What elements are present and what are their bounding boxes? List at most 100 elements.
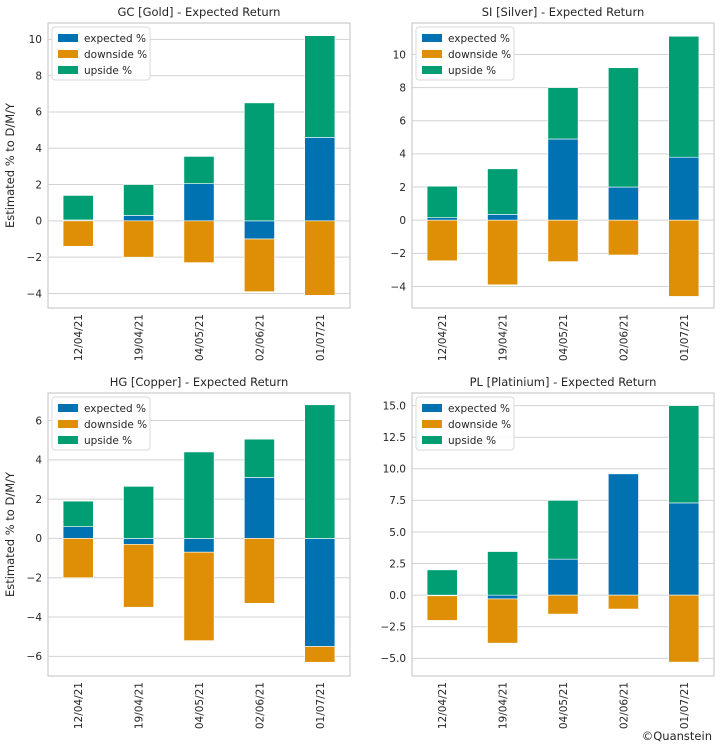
- y-tick-label: 8: [399, 82, 406, 94]
- bar-downside-4: [607, 219, 639, 256]
- legend: expected % downside % upside %: [415, 26, 515, 81]
- x-tick-label: 04/05/21: [194, 314, 206, 361]
- x-tick-label: 19/04/21: [498, 314, 510, 361]
- bar-downside-5: [668, 594, 700, 663]
- chart-title: PL [Platinium] - Expected Return: [470, 375, 657, 389]
- bar-expected-4: [607, 473, 639, 596]
- x-tick-label: 12/04/21: [437, 682, 449, 729]
- plot-frame: [47, 22, 351, 309]
- y-tick-label: −5.0: [381, 653, 407, 665]
- legend-label-downside: downside %: [448, 49, 511, 61]
- bar-downside-3: [183, 220, 215, 263]
- x-tick-label: 01/07/21: [679, 682, 691, 729]
- bar-expected-5: [304, 538, 336, 647]
- legend-swatch-expected: [422, 34, 442, 42]
- bar-downside-1: [426, 219, 458, 262]
- bar-downside-3: [547, 594, 579, 615]
- y-tick-label: 2: [399, 182, 406, 194]
- bar-expected-5: [668, 502, 700, 596]
- legend-label-downside: downside %: [84, 419, 147, 431]
- y-tick-label: 6: [399, 116, 406, 128]
- bar-upside-5: [668, 405, 700, 504]
- legend-swatch-upside: [422, 66, 442, 74]
- y-tick-label: 2.5: [389, 558, 406, 570]
- y-tick-label: 0.0: [389, 590, 406, 602]
- y-tick-label: 6: [35, 415, 42, 427]
- y-tick-label: −4: [27, 288, 43, 300]
- legend-label-upside: upside %: [448, 65, 496, 77]
- bar-downside-2: [487, 219, 519, 286]
- y-tick-label: 2: [35, 179, 42, 191]
- bar-downside-2: [123, 544, 155, 608]
- legend-swatch-downside: [58, 50, 78, 58]
- chart-panel-3: −6 −4 −2 0 2 4 6 12/04/21 19/04/21 04/05/21 02/06/…: [3, 375, 351, 729]
- y-axis-label: Estimated % to D/M/Y: [3, 471, 17, 597]
- y-tick-label: 0: [35, 533, 42, 545]
- x-tick-label: 19/04/21: [134, 682, 146, 729]
- bar-upside-3: [183, 156, 215, 184]
- chart-title: HG [Copper] - Expected Return: [110, 375, 289, 389]
- bar-upside-3: [547, 87, 579, 140]
- x-tick-label: 02/06/21: [618, 682, 630, 729]
- x-tick-label: 19/04/21: [498, 682, 510, 729]
- legend-swatch-upside: [422, 436, 442, 444]
- bar-expected-4: [244, 477, 275, 539]
- legend-swatch-downside: [422, 420, 442, 428]
- y-tick-label: 12.5: [383, 432, 406, 444]
- bar-upside-1: [426, 569, 458, 596]
- legend: expected % downside % upside %: [51, 396, 151, 451]
- legend-label-downside: downside %: [448, 419, 511, 431]
- bar-upside-1: [426, 185, 458, 218]
- y-axis-label: Estimated % to D/M/Y: [3, 102, 17, 228]
- y-tick-label: 15.0: [383, 400, 406, 412]
- legend-label-upside: upside %: [84, 435, 132, 447]
- y-tick-label: 10: [393, 49, 406, 61]
- bar-upside-5: [304, 35, 336, 138]
- bar-downside-3: [183, 551, 215, 641]
- bar-downside-4: [244, 538, 275, 604]
- x-tick-label: 02/06/21: [254, 682, 266, 729]
- bar-downside-3: [547, 219, 579, 262]
- x-tick-label: 12/04/21: [73, 314, 85, 361]
- y-tick-label: 5.0: [389, 527, 406, 539]
- x-tick-label: 01/07/21: [679, 314, 691, 361]
- bar-upside-5: [668, 35, 700, 158]
- bar-downside-4: [244, 238, 275, 292]
- legend-label-upside: upside %: [448, 435, 496, 447]
- x-tick-label: 12/04/21: [73, 682, 85, 729]
- bar-upside-2: [123, 184, 155, 216]
- bar-downside-5: [304, 220, 336, 296]
- legend-swatch-upside: [58, 436, 78, 444]
- bar-expected-1: [426, 217, 458, 221]
- y-tick-label: 2: [35, 494, 42, 506]
- bar-expected-2: [487, 594, 519, 600]
- y-tick-label: 0: [399, 215, 406, 227]
- x-tick-label: 01/07/21: [315, 682, 327, 729]
- bar-downside-5: [304, 646, 336, 663]
- x-tick-label: 02/06/21: [618, 314, 630, 361]
- bar-upside-4: [244, 438, 275, 478]
- y-tick-label: 8: [35, 70, 42, 82]
- y-tick-label: 4: [399, 149, 406, 161]
- x-tick-label: 12/04/21: [437, 314, 449, 361]
- x-tick-label: 02/06/21: [254, 314, 266, 361]
- bar-downside-1: [62, 220, 94, 247]
- y-tick-label: 0: [35, 216, 42, 228]
- credit-text: ©Quanstein: [642, 729, 712, 743]
- y-tick-label: −2: [27, 573, 42, 585]
- bar-expected-3: [547, 558, 579, 596]
- x-tick-label: 04/05/21: [558, 314, 570, 361]
- legend-swatch-expected: [58, 34, 78, 42]
- bar-upside-4: [607, 67, 639, 188]
- bar-upside-1: [62, 195, 94, 221]
- bar-expected-5: [668, 156, 700, 221]
- legend-swatch-downside: [58, 420, 78, 428]
- bar-expected-4: [244, 220, 275, 240]
- legend: expected % downside % upside %: [51, 26, 151, 81]
- bar-expected-3: [183, 538, 215, 553]
- y-tick-label: 7.5: [389, 495, 406, 507]
- bar-downside-2: [487, 598, 519, 644]
- y-tick-label: −2.5: [381, 622, 407, 634]
- bar-expected-3: [547, 138, 579, 221]
